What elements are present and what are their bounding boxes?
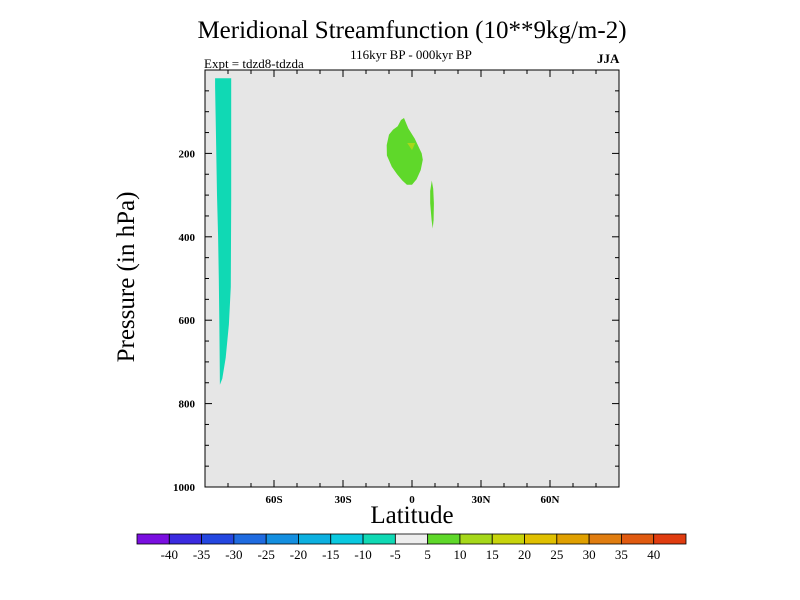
colorbar-label: -10 <box>354 547 371 562</box>
x-tick-label: 30N <box>472 494 491 506</box>
x-axis-ticks: 60S 30S 0 30N 60N <box>204 70 620 506</box>
colorbar-label: 10 <box>453 547 466 562</box>
region-positive-core-equatorial <box>407 143 416 151</box>
chart-subtitle: 116kyr BP - 000kyr BP <box>350 47 472 62</box>
x-axis-title: Latitude <box>370 502 454 529</box>
plot-background <box>205 70 619 487</box>
colorbar-swatch <box>168 533 202 545</box>
colorbar-swatch <box>330 533 364 545</box>
y-tick-label: 200 <box>179 148 196 160</box>
x-tick-label: 0 <box>409 494 415 506</box>
colorbar-label: 20 <box>518 547 531 562</box>
colorbar-swatch <box>653 533 687 545</box>
colorbar-swatch <box>556 533 590 545</box>
y-axis-ticks: 200 400 600 800 1000 <box>173 69 619 494</box>
region-positive-cell-equatorial <box>386 118 423 185</box>
colorbar-swatch <box>524 533 558 545</box>
colorbar-swatch <box>394 533 429 545</box>
y-tick-label: 1000 <box>173 482 196 494</box>
season-label: JJA <box>597 51 620 66</box>
colorbar-label: 35 <box>615 547 628 562</box>
y-tick-label: 600 <box>179 315 196 327</box>
region-negative-cell-antarctic <box>215 78 232 385</box>
colorbar-swatch <box>427 533 461 545</box>
colorbar-swatch <box>459 533 493 545</box>
colorbar-swatch <box>201 533 235 545</box>
colorbar-label: -40 <box>161 547 178 562</box>
y-tick-label: 800 <box>179 399 196 411</box>
colorbar-label: 30 <box>583 547 596 562</box>
colorbar-label: 15 <box>486 547 499 562</box>
colorbar-swatch <box>298 533 332 545</box>
colorbar-label: 25 <box>550 547 563 562</box>
contour-regions <box>215 78 434 385</box>
colorbar-label: -20 <box>290 547 307 562</box>
x-tick-label: 30S <box>334 494 351 506</box>
y-tick-label: 400 <box>179 232 196 244</box>
x-tick-label: 60S <box>265 494 282 506</box>
x-tick-label: 60N <box>541 494 560 506</box>
chart-title: Meridional Streamfunction (10**9kg/m-2) <box>197 17 627 44</box>
plot-frame <box>204 69 620 488</box>
colorbar-swatch <box>588 533 622 545</box>
y-axis-title: Pressure (in hPa) <box>113 191 140 363</box>
colorbar-swatch <box>362 533 396 545</box>
colorbar-label: -35 <box>193 547 210 562</box>
region-positive-cell-north <box>430 180 434 229</box>
colorbar-label: 5 <box>424 547 431 562</box>
colorbar-label: -30 <box>225 547 242 562</box>
colorbar-label: -15 <box>322 547 339 562</box>
experiment-label: Expt = tdzd8-tdzda <box>204 56 304 71</box>
colorbar-swatch <box>491 533 525 545</box>
colorbar-label: -25 <box>258 547 275 562</box>
colorbar-label: 40 <box>647 547 660 562</box>
colorbar: -40 -35 -30 -25 -20 -15 -10 -5 5 10 15 20 25 30 35 40 <box>136 533 687 562</box>
colorbar-label: -5 <box>390 547 401 562</box>
colorbar-swatch <box>136 533 170 545</box>
colorbar-swatch <box>621 533 655 545</box>
colorbar-swatch <box>265 533 299 545</box>
colorbar-swatch <box>233 533 267 545</box>
